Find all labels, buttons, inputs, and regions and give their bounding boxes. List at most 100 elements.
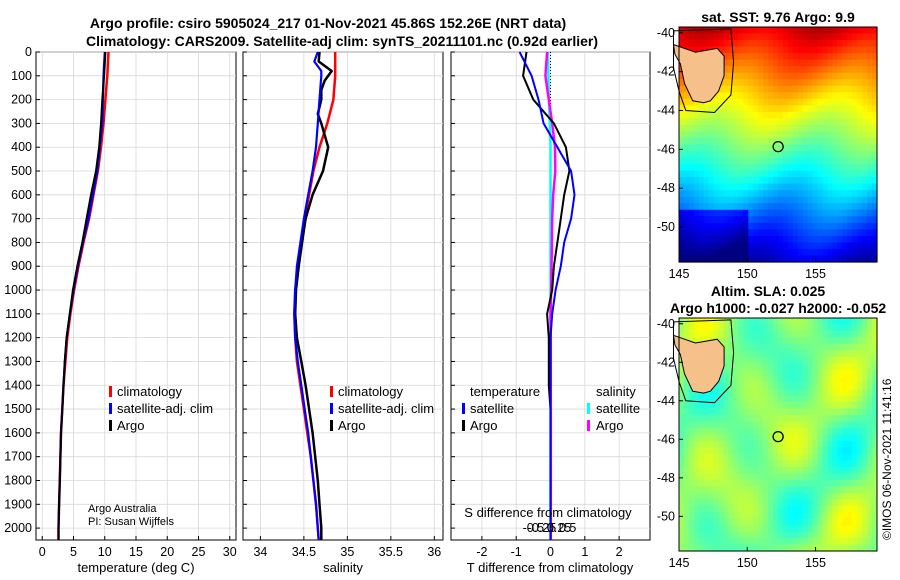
map-cell [753, 79, 759, 87]
map-cell [872, 318, 878, 326]
map-cell [832, 190, 838, 198]
map-cell [743, 177, 749, 185]
map-cell [743, 538, 749, 546]
map-cell [817, 144, 824, 152]
map-cell [857, 177, 863, 185]
map-cell [852, 440, 858, 449]
x-tick-label: 30 [223, 545, 237, 559]
map-cell [733, 72, 739, 80]
map-cell [802, 164, 809, 172]
map-cell [763, 318, 769, 326]
map-cell [683, 33, 690, 41]
map-cell [837, 209, 843, 217]
map-cell [822, 157, 829, 165]
map-cell [867, 330, 873, 339]
map-cell [817, 486, 824, 494]
map-cell [802, 137, 809, 146]
legend-swatch-satellite-adj [330, 403, 333, 414]
map-cell [807, 363, 814, 371]
map-cell [832, 518, 838, 526]
salinity-plot: 34 34.5 35 35.5 36 [243, 51, 443, 559]
map-cell [723, 318, 730, 326]
map-cell [827, 72, 834, 80]
map-cell [807, 209, 814, 217]
map-cell [852, 183, 858, 191]
map-cell [852, 255, 858, 263]
map-cell [797, 255, 804, 263]
map-cell [792, 27, 799, 35]
map-cell [743, 151, 749, 159]
map-cell [827, 479, 834, 487]
map-cell [807, 59, 814, 67]
map-cell [778, 124, 784, 133]
map-cell [797, 466, 804, 474]
map-cell [862, 157, 868, 165]
map-cell [708, 447, 715, 455]
map-cell [733, 255, 739, 263]
map-cell [698, 144, 705, 152]
map-cell [842, 486, 848, 494]
map-cell [718, 499, 725, 507]
map-cell [872, 525, 878, 533]
map-cell [822, 350, 829, 358]
map-cell [753, 124, 759, 133]
map-cell [778, 144, 784, 152]
map-cell [797, 318, 804, 326]
map-cell [797, 92, 804, 100]
map-cell [703, 518, 710, 526]
map-cell [778, 369, 784, 377]
map-cell [773, 131, 779, 139]
map-cell [857, 196, 863, 204]
map-cell [708, 512, 715, 520]
map-cell [743, 157, 749, 165]
map-cell [688, 466, 695, 474]
argo-position-marker [772, 430, 784, 443]
map-cell [857, 453, 863, 461]
map-cell [683, 376, 690, 384]
map-cell [782, 499, 789, 507]
map-cell [778, 499, 784, 507]
map-cell [787, 216, 794, 224]
map-cell [743, 40, 749, 48]
map-cell [723, 98, 730, 106]
map-cell [827, 363, 834, 371]
map-cell [782, 447, 789, 455]
map-cell [728, 242, 735, 250]
map-cell [763, 369, 769, 377]
map-cell [807, 164, 814, 172]
map-cell [842, 209, 848, 217]
map-cell [708, 144, 715, 152]
map-cell [797, 460, 804, 468]
map-cell [753, 157, 759, 165]
map-cell [723, 324, 730, 332]
salinity-difference-tick-label: 0.25 [547, 521, 571, 535]
map-cell [787, 402, 794, 410]
map-cell [872, 33, 878, 41]
map-cell [703, 415, 710, 423]
map-cell [773, 203, 779, 211]
map-cell [768, 59, 774, 67]
map-cell [723, 337, 730, 345]
map-cell [802, 190, 809, 198]
map-cell [753, 177, 759, 185]
x-tick-label: 20 [160, 545, 174, 559]
map-cell [797, 363, 804, 371]
map-cell [743, 479, 749, 487]
map-cell [763, 72, 769, 80]
map-cell [837, 40, 843, 48]
map-cell [683, 229, 690, 237]
map-cell [827, 544, 834, 552]
map-cell [683, 177, 690, 185]
map-cell [787, 124, 794, 133]
map-cell [782, 144, 789, 152]
map-cell [847, 382, 853, 390]
map-cell [812, 518, 819, 526]
map-cell [817, 255, 824, 263]
map-cell [713, 434, 720, 442]
map-cell [768, 518, 774, 526]
map-cell [743, 473, 749, 481]
map-cell [787, 447, 794, 455]
map-cell [872, 137, 878, 146]
map-cell [832, 255, 838, 263]
map-cell [802, 72, 809, 80]
